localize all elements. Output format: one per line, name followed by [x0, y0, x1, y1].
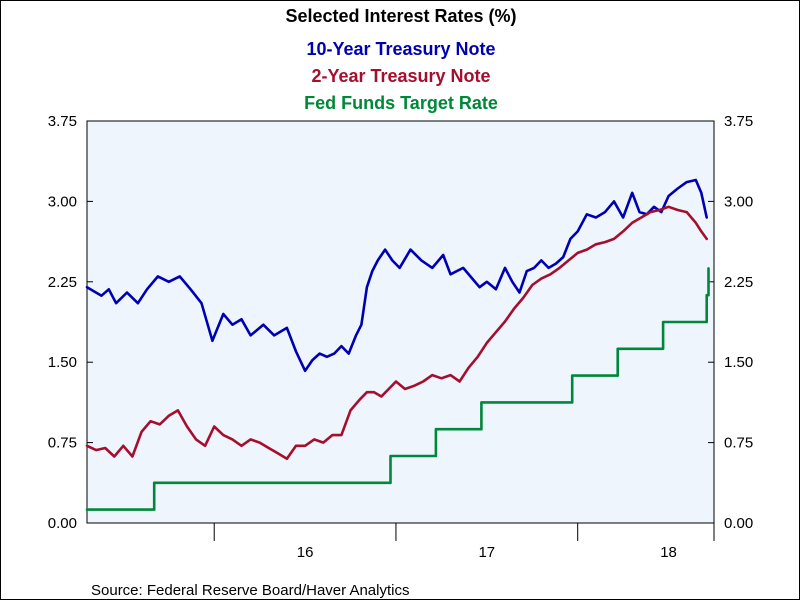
y-tick-label-right: 0.00 — [724, 515, 753, 532]
x-tick-label: 16 — [297, 544, 314, 561]
source-note: Source: Federal Reserve Board/Haver Anal… — [91, 582, 409, 599]
series-line-2-year-treasury-note — [85, 205, 708, 460]
y-tick-label-left: 2.25 — [48, 274, 77, 291]
y-tick-label-left: 3.75 — [48, 113, 77, 130]
y-tick-label-right: 3.75 — [724, 113, 753, 130]
y-tick-label-right: 2.25 — [724, 274, 753, 291]
axes: 0.00 0.00 0.75 0.75 1.50 1.50 2.25 2.25 3.00 3.00… — [48, 113, 753, 561]
y-tick-label-left: 1.50 — [48, 354, 77, 371]
series-line-10-year-treasury-note — [85, 178, 708, 373]
y-tick-label-left: 3.00 — [48, 193, 77, 210]
y-tick-label-left: 0.75 — [48, 435, 77, 452]
plot-area — [86, 120, 715, 524]
y-tick-label-right: 1.50 — [724, 354, 753, 371]
series-lines — [85, 178, 710, 511]
legend-entry: 10-Year Treasury Note — [306, 39, 495, 59]
legend-entry: 2-Year Treasury Note — [311, 66, 490, 86]
y-tick-label-right: 3.00 — [724, 193, 753, 210]
series-line-fed-funds-target-rate — [85, 267, 710, 511]
y-tick-label-left: 0.00 — [48, 515, 77, 532]
legend: 10-Year Treasury Note 2-Year Treasury Not… — [304, 39, 498, 113]
x-tick-label: 18 — [660, 544, 677, 561]
x-tick-label: 17 — [478, 544, 495, 561]
legend-entry: Fed Funds Target Rate — [304, 93, 498, 113]
y-tick-label-right: 0.75 — [724, 435, 753, 452]
chart-title: Selected Interest Rates (%) — [285, 6, 516, 26]
